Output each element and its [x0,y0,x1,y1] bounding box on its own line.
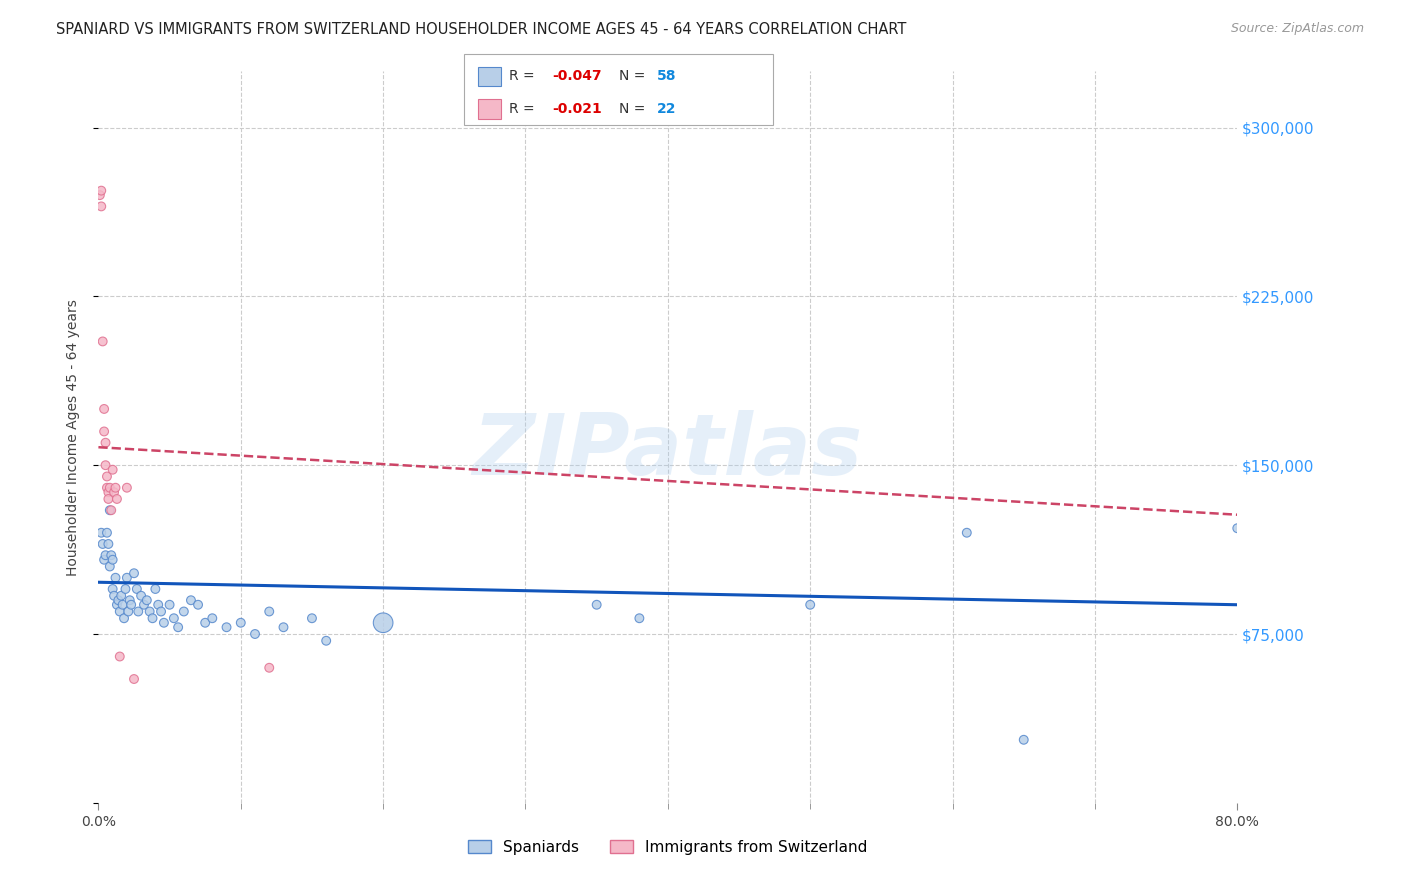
Point [215,620,238,634]
Point [122,672,145,686]
Text: SPANIARD VS IMMIGRANTS FROM SWITZERLAND HOUSEHOLDER INCOME AGES 45 - 64 YEARS CO: SPANIARD VS IMMIGRANTS FROM SWITZERLAND … [56,22,907,37]
Point [114,582,136,596]
Text: R =: R = [509,70,538,83]
Point [229,615,252,630]
Point [628,611,651,625]
Point [101,582,124,596]
Point [194,615,217,630]
Point [101,553,124,567]
Point [373,615,395,630]
Point [141,611,163,625]
Text: 22: 22 [657,103,676,116]
Point [100,503,122,517]
Point [98,503,121,517]
Point [159,598,181,612]
Point [145,582,167,596]
Point [115,481,138,495]
Point [103,589,125,603]
Point [97,485,120,500]
Point [259,661,281,675]
Point [111,598,134,612]
Text: -0.021: -0.021 [553,103,602,116]
Point [94,435,117,450]
Point [91,334,114,349]
Point [167,620,190,634]
Legend: Spaniards, Immigrants from Switzerland: Spaniards, Immigrants from Switzerland [463,834,873,861]
Point [315,633,337,648]
Y-axis label: Householder Income Ages 45 - 64 years: Householder Income Ages 45 - 64 years [66,299,80,575]
Text: R =: R = [509,103,538,116]
Point [112,611,135,625]
Point [97,537,120,551]
Point [1012,732,1035,747]
Point [153,615,176,630]
Point [90,184,112,198]
Point [93,401,115,416]
Point [150,605,173,619]
Point [104,481,127,495]
Point [91,537,114,551]
Point [118,593,141,607]
Point [273,620,295,634]
Point [107,593,129,607]
Point [1226,521,1249,535]
Point [100,548,122,562]
Point [125,582,148,596]
Point [127,605,149,619]
Point [120,598,142,612]
Point [105,598,128,612]
Text: -0.047: -0.047 [553,70,602,83]
Point [180,593,202,607]
Point [187,598,209,612]
Text: Source: ZipAtlas.com: Source: ZipAtlas.com [1230,22,1364,36]
Point [585,598,607,612]
Point [132,598,155,612]
Point [173,605,195,619]
Point [148,598,170,612]
Point [93,553,115,567]
Text: ZIPatlas: ZIPatlas [472,410,863,493]
Point [135,593,157,607]
Point [98,559,121,574]
Point [799,598,821,612]
Point [89,188,111,202]
Point [96,481,118,495]
Point [103,485,125,500]
Point [117,605,139,619]
Point [104,571,127,585]
Point [90,525,112,540]
Point [243,627,266,641]
Point [94,548,117,562]
Text: 58: 58 [657,70,676,83]
Point [163,611,186,625]
Point [301,611,323,625]
Point [122,566,145,581]
Point [108,605,131,619]
Text: N =: N = [619,70,650,83]
Point [201,611,224,625]
Point [96,469,118,483]
Point [956,525,979,540]
Point [259,605,281,619]
Point [97,491,120,506]
Point [101,463,124,477]
Point [108,649,131,664]
Point [94,458,117,473]
Point [105,491,128,506]
Point [110,589,132,603]
Point [96,525,118,540]
Point [93,425,115,439]
Point [138,605,160,619]
Point [129,589,152,603]
Point [90,199,112,213]
Point [98,481,121,495]
Point [115,571,138,585]
Text: N =: N = [619,103,650,116]
